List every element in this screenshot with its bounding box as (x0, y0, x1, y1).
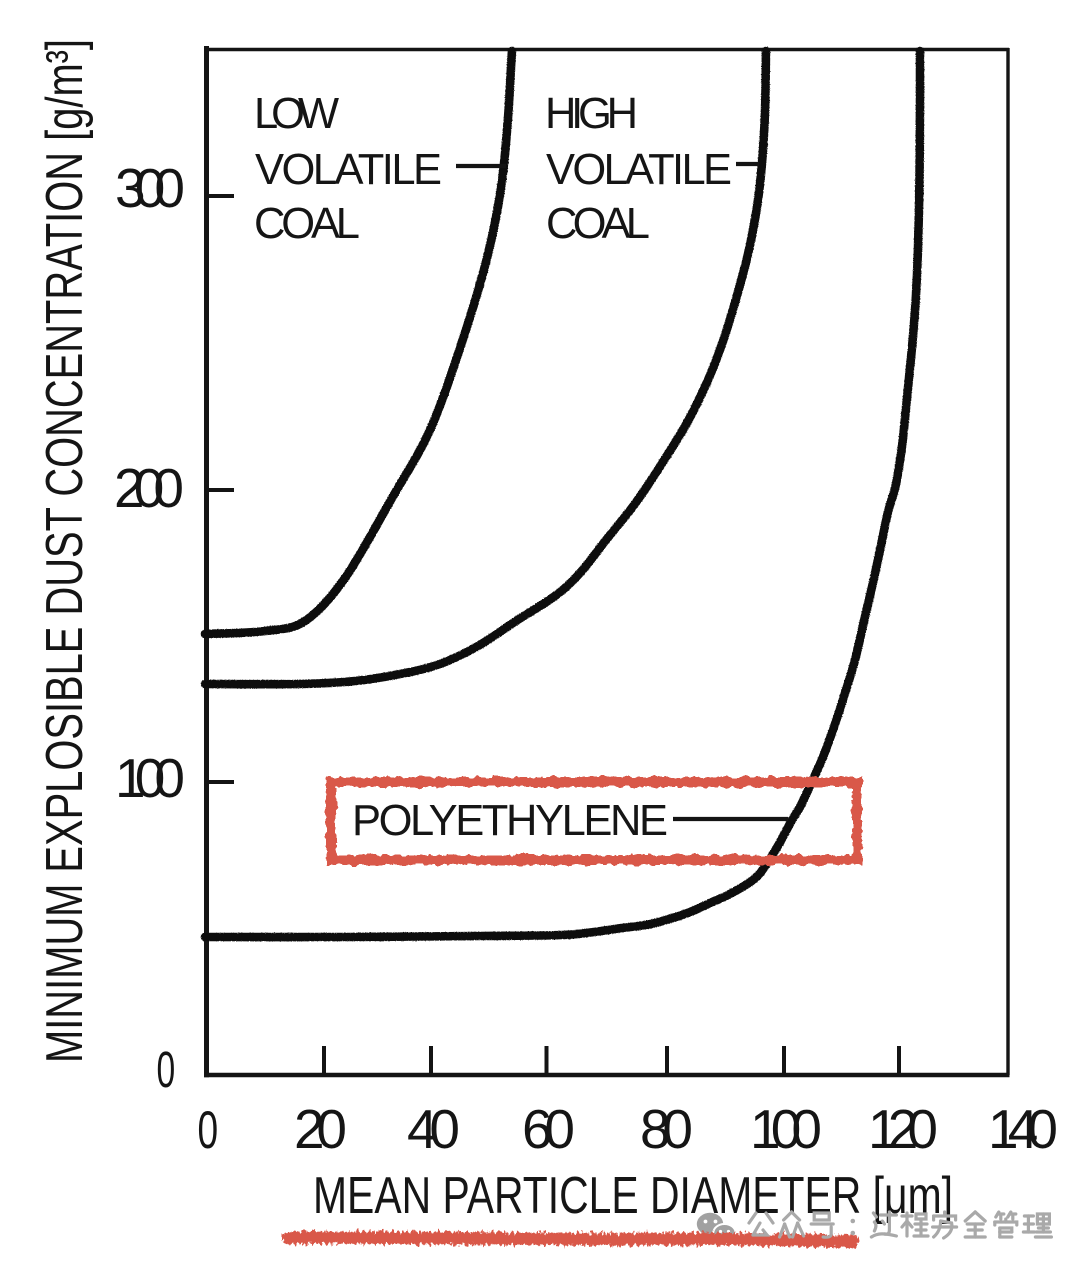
svg-text:MINIMUM EXPLOSIBLE DUST CONCEN: MINIMUM EXPLOSIBLE DUST CONCENTRATION [g… (36, 39, 94, 1063)
svg-text:80: 80 (640, 1098, 693, 1160)
svg-text:60: 60 (522, 1098, 575, 1160)
svg-text:LOW: LOW (254, 90, 339, 138)
svg-text:VOLATILE: VOLATILE (255, 146, 442, 194)
svg-text:300: 300 (115, 157, 185, 219)
svg-text:POLYETHYLENE: POLYETHYLENE (352, 797, 668, 845)
svg-text:120: 120 (868, 1098, 938, 1160)
svg-text:COAL: COAL (254, 200, 360, 248)
svg-text:HIGH: HIGH (545, 90, 638, 138)
svg-text:VOLATILE: VOLATILE (546, 146, 732, 194)
svg-text:0: 0 (198, 1100, 219, 1159)
svg-text:100: 100 (115, 747, 185, 809)
svg-text:200: 200 (114, 457, 184, 519)
svg-text:140: 140 (988, 1098, 1058, 1160)
svg-text:MEAN PARTICLE DIAMETER [μm]: MEAN PARTICLE DIAMETER [μm] (313, 1167, 953, 1225)
svg-text:0: 0 (157, 1042, 176, 1099)
svg-text:100: 100 (750, 1098, 822, 1160)
svg-text:COAL: COAL (546, 200, 650, 248)
svg-text:20: 20 (294, 1098, 347, 1160)
svg-text:40: 40 (407, 1098, 460, 1160)
